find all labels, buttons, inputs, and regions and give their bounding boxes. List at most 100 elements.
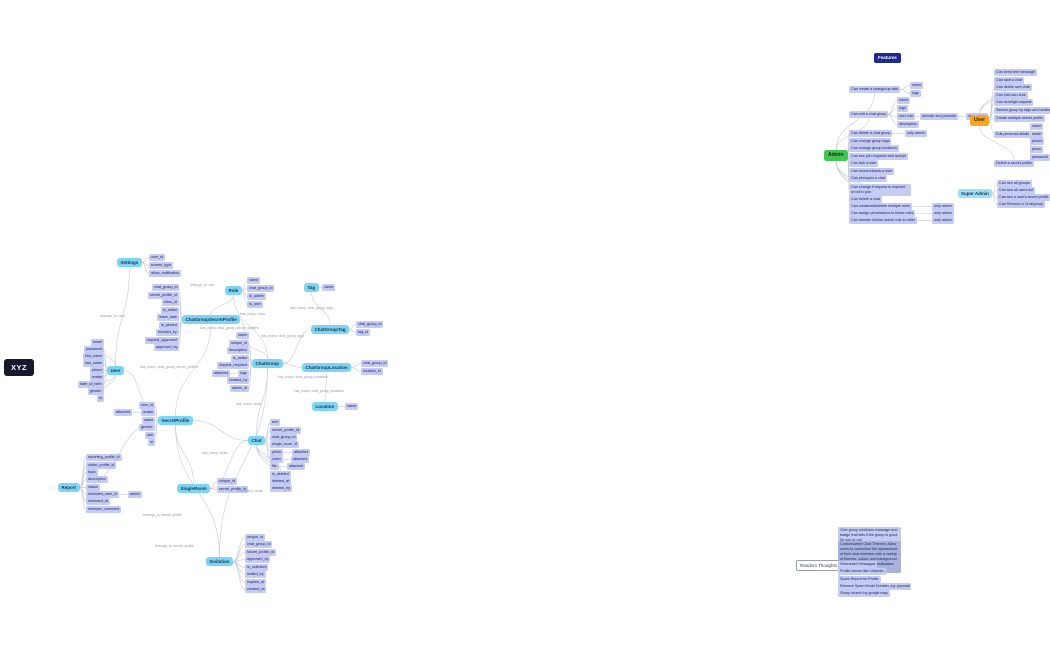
settings[interactable]: Settings — [117, 258, 142, 267]
thought-group-search-map[interactable]: Group search by google map — [838, 590, 890, 597]
chat-video-attached[interactable]: attached — [291, 456, 310, 463]
personal-email[interactable]: email — [1030, 131, 1043, 138]
user-create-secret-profiles[interactable]: Create multiple secret profile — [994, 115, 1045, 122]
role-chat-group-id[interactable]: chat_group_id — [247, 285, 275, 292]
chat-is-deleted[interactable]: is_deleted — [270, 471, 291, 478]
thought-scheduled-messages[interactable]: Scheduled Messages — [838, 561, 878, 568]
report-topic[interactable]: topic — [86, 469, 98, 476]
cgsp-roles-id[interactable]: roles_id — [162, 299, 179, 306]
personal-password[interactable]: password — [1030, 154, 1050, 161]
admin-pin-chat[interactable]: Can pin/unpin a chat — [849, 175, 887, 182]
edit-group-name[interactable]: name — [897, 97, 911, 104]
report-reporting-profile-id[interactable]: reporting_profile_id — [86, 454, 122, 461]
personal-phone[interactable]: phone — [1030, 138, 1045, 145]
cgsp-secret-profile-id[interactable]: secret_profile_id — [148, 292, 180, 299]
loc-name[interactable]: name — [345, 403, 359, 410]
cgl-location-id[interactable]: location_id — [361, 368, 383, 375]
sp-avatar[interactable]: avatar — [141, 409, 156, 416]
admin-edit-group[interactable]: Can edit a chat group — [849, 111, 889, 118]
edit-group-logo[interactable]: logo — [897, 105, 908, 112]
cg-logo-attached[interactable]: attached — [212, 370, 231, 377]
sp-user-id[interactable]: user_id — [139, 402, 156, 409]
chat-file-attached[interactable]: attached — [287, 463, 306, 470]
assign-permissions-only-admin[interactable]: only admin — [932, 210, 954, 217]
sp[interactable]: SecretProfile — [158, 416, 193, 425]
cgsp-approved-by[interactable]: approved_by — [154, 344, 180, 351]
chat-deleted-at[interactable]: deleted_at — [270, 478, 292, 485]
inv-created-at[interactable]: created_at — [245, 586, 267, 593]
sp-dob[interactable]: dob — [145, 432, 156, 439]
create-group-logo[interactable]: logo — [910, 90, 921, 97]
thought-spam-report[interactable]: Spam Report for Profile — [838, 576, 881, 583]
admin-change-tags[interactable]: Can change group tags — [849, 138, 892, 145]
role[interactable]: Role — [225, 286, 242, 295]
admin-delete-group[interactable]: Can delete a chat group — [849, 130, 893, 137]
cg-admin-id[interactable]: admin_id — [230, 385, 250, 392]
edit-group-description[interactable]: description — [897, 121, 919, 128]
cgsp-request-approved[interactable]: request_approved — [145, 337, 179, 344]
chat-file[interactable]: file — [270, 463, 279, 470]
cgsp-leave-date[interactable]: leave_date — [157, 314, 180, 321]
settings-allow-notification[interactable]: allow_notification — [149, 270, 182, 277]
cg-created-by[interactable]: created_by — [227, 377, 250, 384]
super-see-secret-profile[interactable]: Can see a user's secret profile — [997, 194, 1050, 201]
cg-is-active[interactable]: is_active — [231, 355, 250, 362]
chat-single-room-id[interactable]: single_room_id — [270, 441, 300, 448]
cgsp-is-active[interactable]: is_active — [161, 307, 180, 314]
project-badge[interactable]: XYZ — [4, 359, 35, 376]
user-edit-personal[interactable]: Edit personal details — [994, 131, 1032, 138]
personal-photo[interactable]: photo — [1030, 146, 1044, 153]
chat-photo-attached[interactable]: attached — [292, 449, 311, 456]
admin-assign-permissions[interactable]: Can assign permissions to these roles — [849, 210, 916, 217]
admin-create-group[interactable]: Can create a chat/group with — [849, 86, 901, 93]
role-name[interactable]: name — [247, 277, 261, 284]
chat-secret-profile-id[interactable]: secret_profile_id — [270, 427, 302, 434]
user-send-text[interactable]: Can send text message — [994, 69, 1037, 76]
edit-group-demote-promote[interactable]: demote and promote — [920, 113, 959, 120]
usr-last-name[interactable]: last_name — [83, 360, 105, 367]
report-status[interactable]: status — [86, 484, 100, 491]
sr-unique-id[interactable]: unique_id — [217, 478, 238, 485]
usr-dob[interactable]: date_of_birth — [78, 381, 104, 388]
personal-name[interactable]: name — [1030, 123, 1044, 130]
cgt[interactable]: ChatGroupTag — [311, 325, 350, 334]
report-admin[interactable]: admin — [128, 491, 143, 498]
inv-is-unlimited[interactable]: is_unlimited — [245, 564, 269, 571]
admin-change-locations[interactable]: Can change group locations — [849, 145, 899, 152]
cg-unique-id[interactable]: unique_id — [229, 340, 250, 347]
admin-join-requests[interactable]: Can see join requests and accept — [849, 153, 908, 160]
report-reviewer-comment[interactable]: reviewer_comment — [86, 506, 122, 513]
super-remove-group[interactable]: Can Remove a Chat/group — [997, 201, 1046, 208]
chat-video[interactable]: video — [270, 456, 283, 463]
chat-text[interactable]: text — [270, 419, 280, 426]
user-search-group[interactable]: Search group by tags and location — [994, 107, 1050, 114]
user-delete-own-chat[interactable]: Can delete own chat — [994, 84, 1032, 91]
report[interactable]: Report — [58, 483, 80, 492]
super-see-users[interactable]: Can see all users list — [997, 187, 1035, 194]
chat-deleted-by[interactable]: deleted_by — [270, 485, 293, 492]
cgl[interactable]: ChatGroupLocation — [302, 363, 352, 372]
inv-unique-id[interactable]: unique_id — [245, 534, 266, 541]
thought-remove-spam-email[interactable]: Remove Spam Email Domain, eg: yopmail — [838, 583, 912, 590]
tag[interactable]: Tag — [304, 283, 319, 292]
sp-gender[interactable]: gender — [139, 424, 155, 431]
inv-expired-at[interactable]: expired_at — [245, 579, 267, 586]
cgl-chat-group-id[interactable]: chat_group_id — [361, 360, 389, 367]
chat-chat-group-id[interactable]: chat_group_id — [270, 434, 298, 441]
rt[interactable]: Random Thoughts — [796, 560, 841, 571]
usr-avatar[interactable]: avatar — [90, 374, 105, 381]
report-description[interactable]: description — [86, 476, 108, 483]
cgt-tag-id[interactable]: tag_id — [356, 329, 371, 336]
sp-avatar-attached[interactable]: attached — [114, 409, 133, 416]
admin-roles-crud[interactable]: Can create/edit/delete multiple roles — [849, 203, 912, 210]
role-is-user[interactable]: is_user — [247, 301, 263, 308]
role-is-admin[interactable]: is_admin — [247, 293, 266, 300]
user-delete-secret-profile[interactable]: Delete a secret profile — [994, 160, 1034, 167]
chat[interactable]: Chat — [248, 436, 265, 445]
super-see-groups[interactable]: Can see all groups — [997, 180, 1032, 187]
admin-transfer-role[interactable]: Can transfer his/her admin role to other — [849, 217, 918, 224]
features-title-badge[interactable]: Features — [874, 53, 901, 63]
sp-id[interactable]: id — [148, 439, 155, 446]
usr-id[interactable]: id — [97, 395, 104, 402]
